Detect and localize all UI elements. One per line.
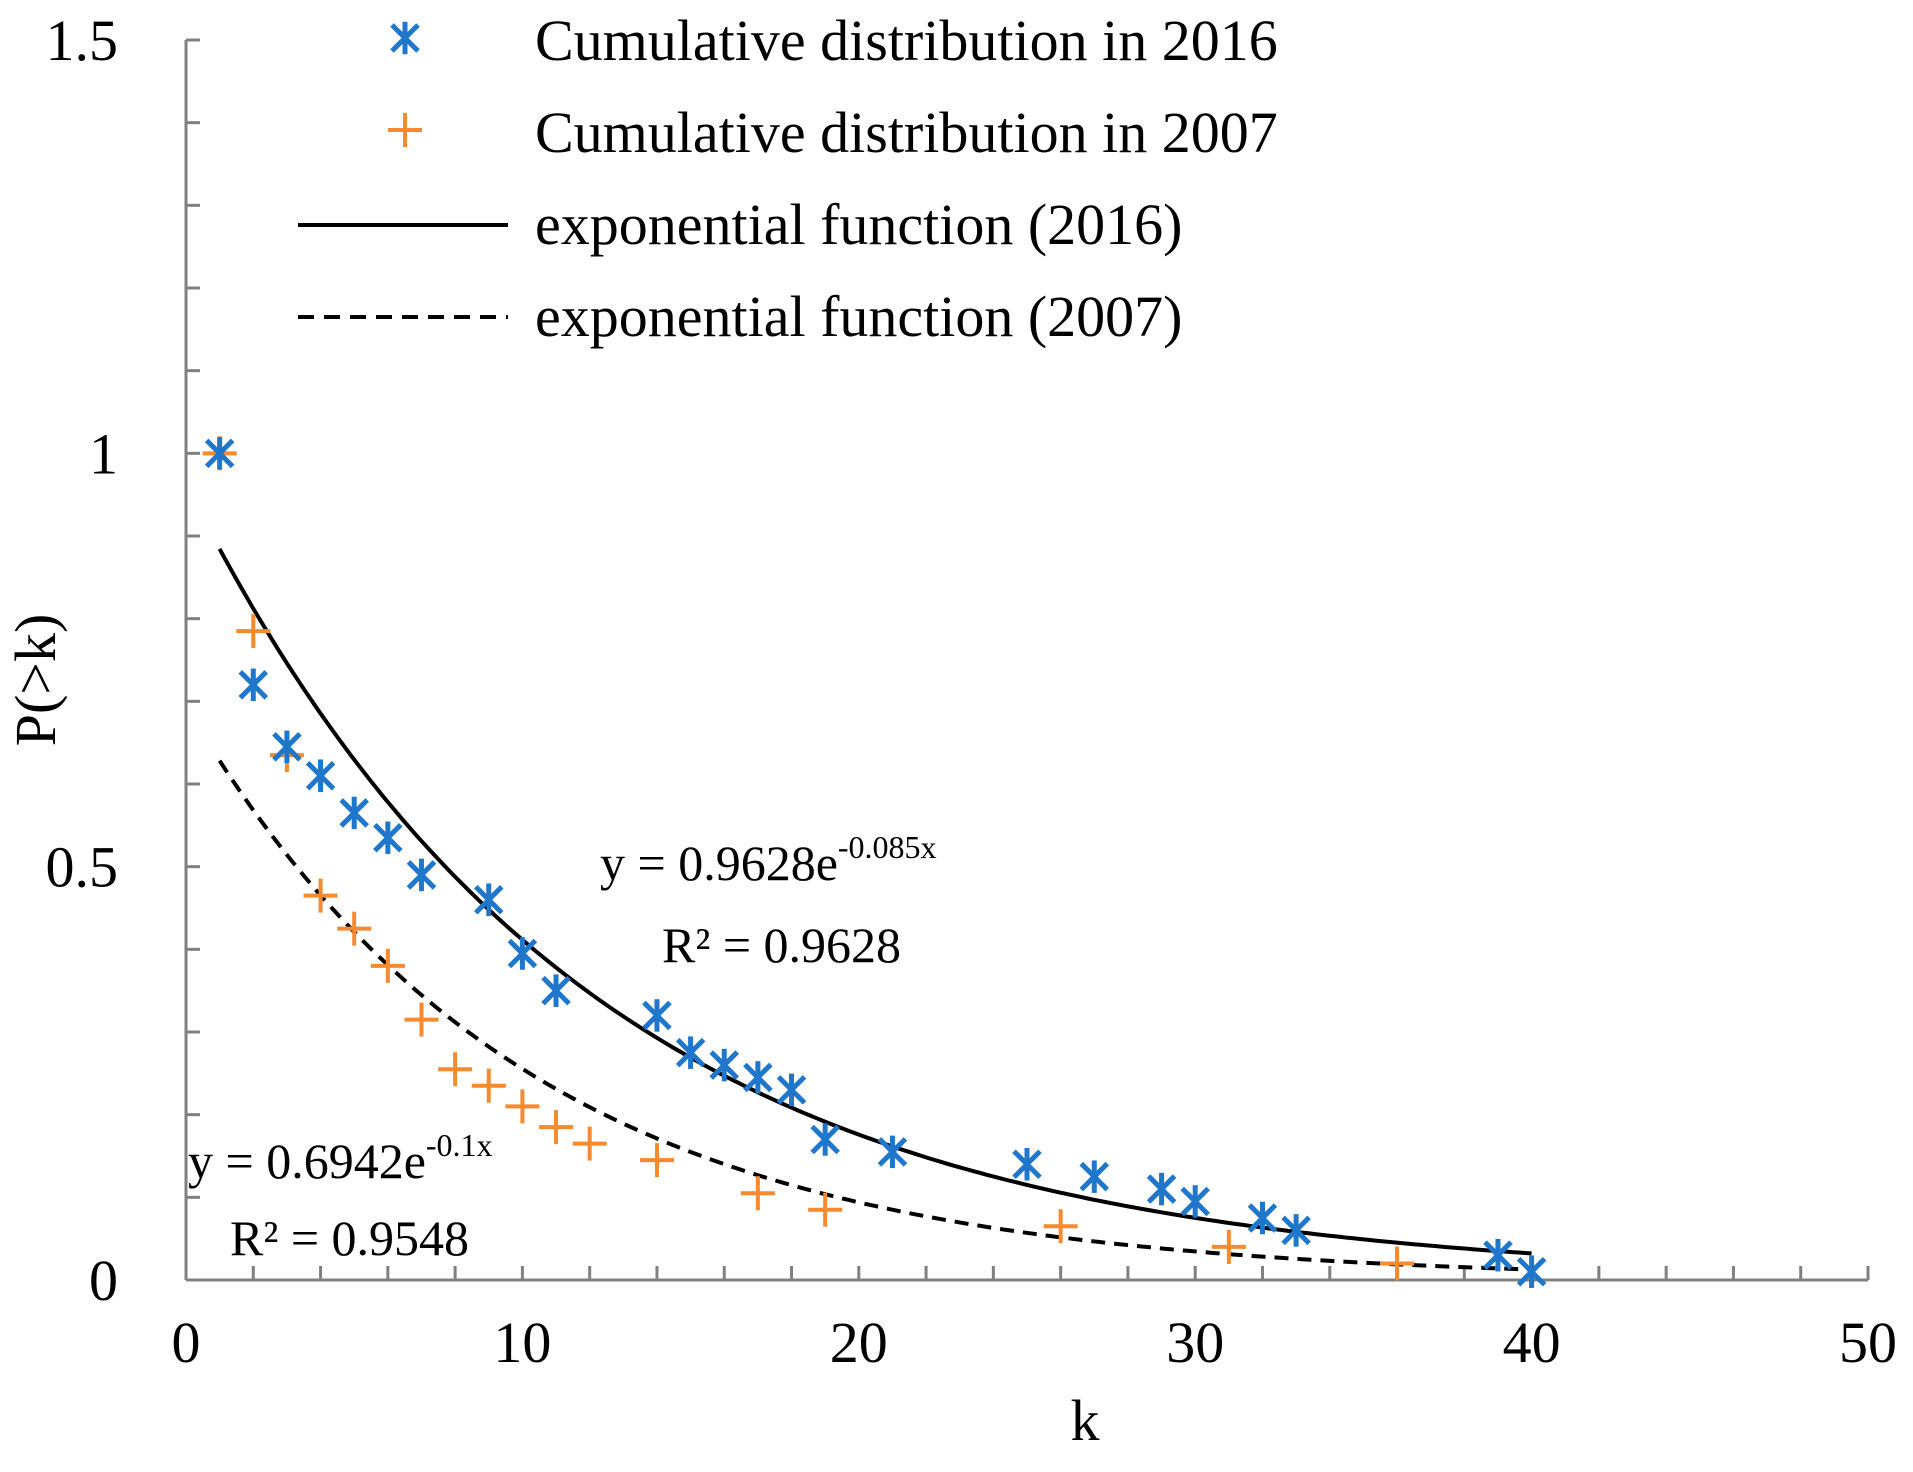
fit-2007-equation-base: y = 0.6942e	[188, 1133, 426, 1189]
fit-line-2016	[217, 547, 1532, 1256]
point-2016	[473, 883, 504, 916]
data-points	[202, 436, 1547, 1288]
legend-asterisk	[390, 21, 420, 55]
x-tick-label: 20	[830, 1310, 888, 1375]
point-2016	[709, 1048, 740, 1082]
point-2007	[471, 1068, 506, 1103]
fit-lines	[217, 547, 1532, 1272]
point-2007	[438, 1052, 473, 1087]
y-tick-label: 1.5	[46, 8, 119, 73]
x-tick-label: 30	[1166, 1310, 1224, 1375]
x-tick-label: 50	[1839, 1310, 1897, 1375]
point-2016	[642, 999, 672, 1032]
point-2007	[236, 614, 271, 649]
x-axis-title: k	[1071, 1388, 1100, 1453]
point-2007	[404, 1002, 439, 1037]
point-2016	[1483, 1238, 1513, 1272]
point-2016	[305, 759, 336, 792]
point-2007	[370, 948, 405, 983]
y-tick-label: 0.5	[46, 835, 119, 900]
legend-label-fit-2007: exponential function (2007)	[535, 284, 1183, 349]
x-tick-label: 40	[1503, 1310, 1561, 1375]
fit-2016-equation: y = 0.9628e-0.085x	[600, 829, 937, 891]
point-2016	[1281, 1214, 1311, 1247]
legend-label-2016: Cumulative distribution in 2016	[535, 8, 1278, 73]
point-2007	[639, 1143, 674, 1178]
legend-marker-2007	[388, 113, 422, 147]
x-tick-label: 10	[493, 1310, 551, 1375]
y-axis-title: P(>k)	[3, 614, 68, 747]
fit-line-2007	[217, 759, 1532, 1272]
point-2016	[339, 796, 369, 830]
point-2007	[1043, 1209, 1078, 1244]
fit-2016-equation-exponent: -0.085x	[838, 829, 937, 865]
point-2007	[740, 1176, 775, 1211]
point-2007	[303, 878, 338, 913]
point-2016	[675, 1036, 706, 1069]
legend-label-2007: Cumulative distribution in 2007	[535, 100, 1278, 165]
point-2007	[808, 1192, 843, 1227]
fit-2007-equation-exponent: -0.1x	[426, 1127, 493, 1163]
point-2016	[272, 730, 302, 764]
point-2016	[743, 1061, 773, 1094]
point-2016	[204, 437, 235, 470]
fit-2016-equation-base: y = 0.9628e	[600, 835, 838, 891]
point-2016	[406, 858, 437, 892]
point-2007	[337, 911, 372, 946]
point-2016	[1012, 1148, 1042, 1181]
point-2016	[1180, 1185, 1210, 1218]
point-2016	[1079, 1160, 1110, 1193]
legend-plus	[388, 113, 422, 147]
y-tick-label: 1	[89, 421, 118, 486]
point-2016	[1146, 1172, 1177, 1206]
point-2016	[507, 937, 538, 970]
point-2016	[1247, 1201, 1278, 1235]
point-2016	[776, 1073, 807, 1107]
tick-labels: 0 10 20 30 40 50 0 0.5 1 1.5	[46, 8, 1898, 1375]
fit-2016-r2: R² = 0.9628	[662, 917, 901, 973]
point-2016	[877, 1135, 908, 1169]
point-2016	[238, 668, 269, 702]
point-2007	[505, 1089, 540, 1124]
fit-2007-r2: R² = 0.9548	[230, 1210, 469, 1266]
y-tick-label: 0	[89, 1248, 118, 1313]
legend: Cumulative distribution in 2016 Cumulati…	[298, 8, 1278, 349]
point-2016	[810, 1123, 840, 1156]
point-2016	[541, 974, 571, 1007]
annotations: y = 0.9628e-0.085x R² = 0.9628 y = 0.694…	[188, 829, 937, 1266]
x-tick-label: 0	[172, 1310, 201, 1375]
point-2007	[539, 1110, 574, 1145]
point-2007	[1211, 1229, 1246, 1264]
point-2016	[373, 821, 403, 854]
fit-2007-equation: y = 0.6942e-0.1x	[188, 1127, 493, 1189]
legend-marker-2016	[390, 21, 420, 55]
point-2007	[572, 1126, 607, 1161]
point-2007	[1380, 1246, 1415, 1281]
legend-label-fit-2016: exponential function (2016)	[535, 192, 1183, 257]
point-2016	[1516, 1255, 1547, 1288]
